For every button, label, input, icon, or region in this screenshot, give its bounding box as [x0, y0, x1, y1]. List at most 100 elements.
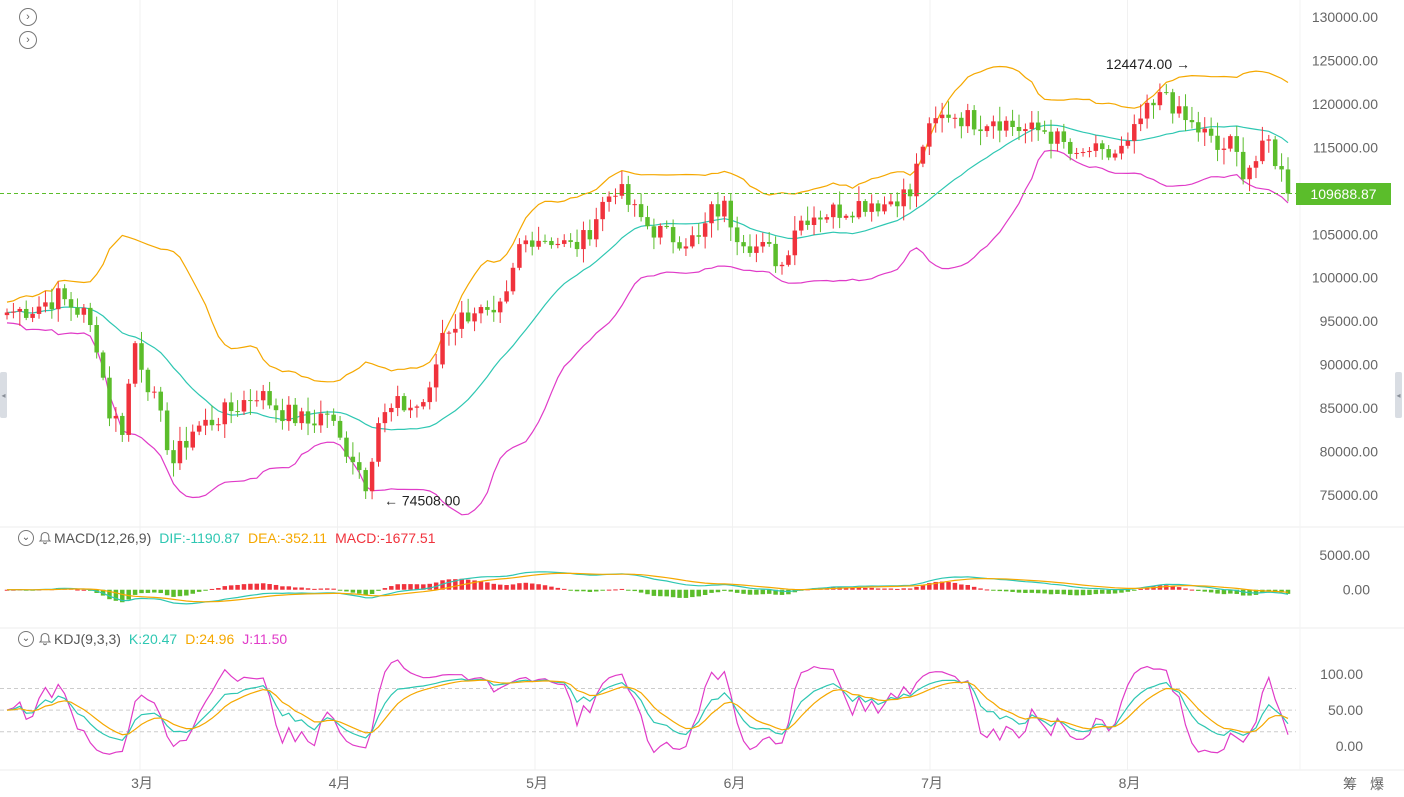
- candle-body: [177, 440, 183, 464]
- macd-histogram-bar: [171, 589, 176, 597]
- macd-histogram-bar: [882, 588, 887, 590]
- macd-histogram-bar: [920, 585, 926, 590]
- candle-body: [472, 313, 477, 322]
- candle: [1164, 84, 1169, 95]
- bell-icon-kdj[interactable]: [38, 632, 52, 646]
- macd-histogram-bar: [1253, 589, 1259, 595]
- macd-histogram-bar: [690, 589, 695, 598]
- candle-body: [446, 332, 452, 334]
- macd-histogram-bar: [190, 589, 195, 594]
- chevron-right-icon-2[interactable]: ›: [19, 31, 37, 49]
- candle: [792, 216, 798, 266]
- candle-body: [1080, 152, 1086, 154]
- candle: [145, 367, 151, 401]
- candle: [779, 261, 785, 275]
- candle: [677, 236, 682, 251]
- candle-body: [920, 146, 926, 164]
- macd-histogram-bar: [1189, 589, 1195, 591]
- macd-histogram-bar: [1055, 589, 1060, 595]
- candle: [318, 400, 324, 433]
- candle-body: [561, 240, 567, 244]
- candle-body: [542, 240, 548, 242]
- macd-histogram-bar: [1279, 589, 1284, 593]
- candle: [831, 202, 836, 229]
- candle-body: [1279, 166, 1284, 170]
- candle: [1196, 111, 1201, 142]
- candle: [139, 331, 144, 383]
- candle: [421, 399, 426, 410]
- candle: [1074, 147, 1079, 159]
- macd-histogram-bar: [1202, 589, 1207, 592]
- chip-distribution-button[interactable]: 筹: [1343, 776, 1357, 792]
- candle-body: [433, 364, 439, 388]
- macd-histogram-bar: [1112, 589, 1118, 594]
- candle-body: [312, 423, 317, 426]
- macd-histogram-bar: [875, 588, 881, 590]
- candle-body: [94, 325, 99, 353]
- candle: [1023, 123, 1028, 144]
- candle-body: [843, 215, 849, 218]
- macd-panel: 5000.00 0.00: [4, 547, 1370, 605]
- kdj-k-line: [6, 678, 1289, 741]
- macd-histogram-bar: [145, 589, 151, 593]
- macd-histogram-bar: [606, 589, 612, 591]
- candle-body: [389, 407, 394, 413]
- macd-histogram-bar: [107, 589, 112, 600]
- candle: [561, 234, 567, 247]
- candle-body: [882, 204, 887, 212]
- candle: [965, 103, 970, 134]
- candle: [510, 262, 516, 295]
- macd-histogram-bar: [638, 589, 644, 593]
- candle-body: [587, 230, 593, 240]
- price-axis: 130000.00125000.00120000.00115000.001100…: [1312, 9, 1378, 503]
- macd-histogram-bar: [747, 589, 753, 595]
- bell-icon[interactable]: [38, 531, 52, 545]
- candle: [690, 226, 695, 249]
- macd-histogram-bar: [286, 586, 292, 590]
- candle-body: [863, 201, 868, 212]
- candle-body: [395, 396, 400, 408]
- candle: [754, 234, 759, 263]
- candle-body: [158, 391, 163, 411]
- candle: [1144, 94, 1150, 129]
- candle: [228, 392, 234, 424]
- liquidation-button[interactable]: 爆: [1370, 776, 1384, 792]
- candle: [491, 295, 497, 322]
- candle: [683, 238, 689, 257]
- right-collapse-handle[interactable]: ◂: [1395, 372, 1402, 418]
- macd-histogram-bar: [421, 584, 426, 590]
- candle: [75, 298, 80, 318]
- chevron-down-icon-kdj[interactable]: ⌄: [18, 631, 34, 647]
- candle: [376, 417, 381, 467]
- macd-histogram-bar: [1067, 589, 1073, 596]
- candle-body: [4, 312, 10, 316]
- candle-body: [997, 121, 1003, 131]
- candle-body: [318, 413, 324, 426]
- bollinger-bands: [6, 65, 1289, 516]
- candle: [107, 366, 112, 427]
- candle-body: [491, 309, 497, 313]
- macd-histogram-bar: [626, 589, 631, 591]
- chevron-right-icon[interactable]: ›: [19, 8, 37, 26]
- candle-body: [1132, 124, 1137, 141]
- candle: [1080, 148, 1086, 157]
- candle: [81, 304, 87, 323]
- candle: [696, 223, 701, 245]
- macd-histogram-bar: [1048, 589, 1054, 595]
- macd-dea-line: [7, 572, 1289, 603]
- left-collapse-handle[interactable]: ◂: [0, 372, 7, 418]
- candle-body: [382, 412, 388, 424]
- candle: [555, 237, 561, 249]
- chevron-down-icon[interactable]: ⌄: [18, 530, 34, 546]
- macd-histogram-bar: [1234, 589, 1240, 594]
- price-tick-label: 75000.00: [1320, 487, 1379, 503]
- macd-histogram-bar: [491, 583, 497, 590]
- candle-body: [497, 301, 503, 313]
- candle-body: [363, 470, 368, 492]
- candle-body: [357, 462, 362, 471]
- candle: [837, 191, 842, 229]
- candle: [286, 396, 292, 431]
- macd-dif-value: -1190.87: [185, 530, 240, 546]
- candle-body: [23, 308, 29, 318]
